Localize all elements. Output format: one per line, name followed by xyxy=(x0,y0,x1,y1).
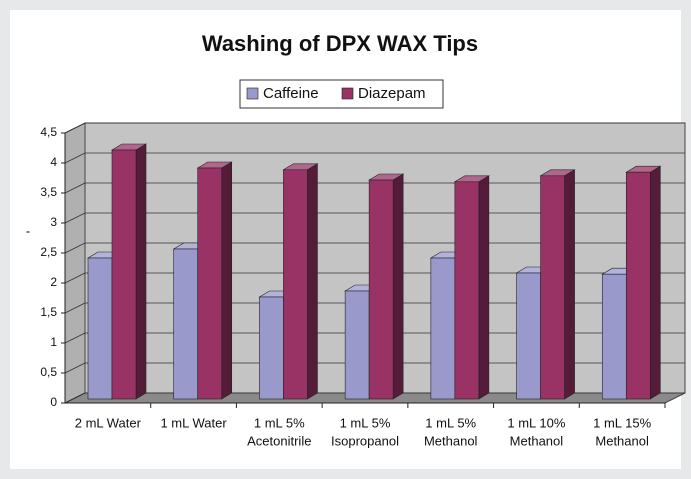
y-tick-label: 1,5 xyxy=(40,305,57,319)
bar-side xyxy=(135,143,147,400)
bar xyxy=(173,248,199,400)
bar xyxy=(259,296,284,400)
x-tick-label: 2 mL Water xyxy=(75,415,142,430)
y-axis-label: - xyxy=(26,223,30,238)
bar xyxy=(344,290,370,400)
chart-title: Washing of DPX WAX Tips xyxy=(202,31,478,56)
y-tick-label: 0,5 xyxy=(40,365,57,379)
y-tick-label: 4 xyxy=(50,155,57,169)
bar xyxy=(197,167,223,400)
side-wall xyxy=(64,122,86,404)
x-tick-label: Methanol xyxy=(424,433,478,448)
bar xyxy=(454,181,480,400)
bar xyxy=(368,179,394,400)
bar xyxy=(87,257,113,400)
grid-line-side xyxy=(64,152,86,164)
y-tick-label: 1 xyxy=(50,335,57,349)
bar xyxy=(283,169,308,400)
bar-side xyxy=(478,175,490,400)
x-tick-label: 1 mL Water xyxy=(160,415,227,430)
bar-side xyxy=(392,173,404,400)
x-tick-label: 1 mL 5% xyxy=(254,415,305,430)
grid-line-side xyxy=(64,392,86,404)
y-tick-label: 2,5 xyxy=(40,245,57,259)
x-tick-label: 1 mL 10% xyxy=(507,415,565,430)
y-tick-label: 3,5 xyxy=(40,185,57,199)
bar xyxy=(601,273,627,400)
y-tick-label: 2 xyxy=(50,275,57,289)
grid-line-side xyxy=(64,362,86,374)
x-tick-label: 1 mL 15% xyxy=(593,415,651,430)
x-tick-label: 1 mL 5% xyxy=(340,415,391,430)
legend-swatch xyxy=(246,87,259,100)
x-tick-label: Methanol xyxy=(510,433,564,448)
grid-line-side xyxy=(64,122,86,134)
bar-side xyxy=(564,169,575,400)
grid-line-side xyxy=(64,332,86,344)
x-tick-label: 1 mL 5% xyxy=(425,415,476,430)
legend-box xyxy=(239,79,444,109)
bar-side xyxy=(307,163,318,400)
bar xyxy=(111,149,137,400)
bar xyxy=(540,175,565,400)
x-tick-label: Acetonitrile xyxy=(247,433,311,448)
grid-line-side xyxy=(64,302,86,314)
legend-label: Caffeine xyxy=(263,85,319,102)
bar xyxy=(516,272,541,400)
grid-line-side xyxy=(64,242,86,254)
x-tick-label: Isopropanol xyxy=(331,433,399,448)
legend-swatch xyxy=(341,87,354,100)
y-tick-label: 0 xyxy=(50,395,57,409)
bar-side xyxy=(221,161,233,400)
legend-label: Diazepam xyxy=(358,85,426,102)
x-tick-label: Methanol xyxy=(595,433,649,448)
grid-line-side xyxy=(64,182,86,194)
bar xyxy=(430,257,456,400)
y-tick-label: 4,5 xyxy=(40,125,57,139)
grid-line-side xyxy=(64,272,86,284)
grid-line-side xyxy=(64,212,86,224)
bar-side xyxy=(649,165,661,400)
bar xyxy=(625,171,651,400)
y-tick-label: 3 xyxy=(50,215,57,229)
